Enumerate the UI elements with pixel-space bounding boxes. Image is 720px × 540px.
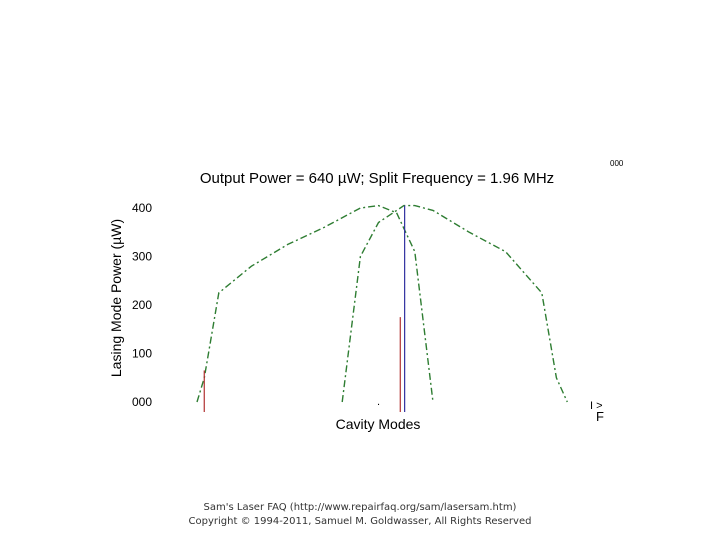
mode-curve-1 (196, 204, 434, 403)
mode-curves (196, 204, 568, 403)
credit-line-2: Copyright © 1994-2011, Samuel M. Goldwas… (188, 516, 532, 527)
y-tick-labels: 400 300 200 100 000 (132, 201, 152, 409)
x-axis-label: Cavity Modes (336, 416, 421, 432)
y-tick-label: 000 (132, 395, 152, 409)
y-tick-label: 400 (132, 201, 152, 215)
corner-label: 000 (610, 159, 624, 168)
side-label-top: I > (590, 400, 603, 412)
y-tick-label: 200 (132, 298, 152, 312)
mode-curve-2 (341, 204, 568, 403)
stray-dot: . (377, 396, 380, 408)
mode-lines (203, 205, 406, 412)
side-label-bottom: F (596, 409, 604, 424)
y-axis-label: Lasing Mode Power (µW) (108, 219, 124, 377)
y-tick-label: 300 (132, 250, 152, 264)
y-tick-label: 100 (132, 347, 152, 361)
credit-line-1: Sam's Laser FAQ (http://www.repairfaq.or… (203, 502, 517, 513)
chart-title: Output Power = 640 µW; Split Frequency =… (200, 170, 554, 187)
